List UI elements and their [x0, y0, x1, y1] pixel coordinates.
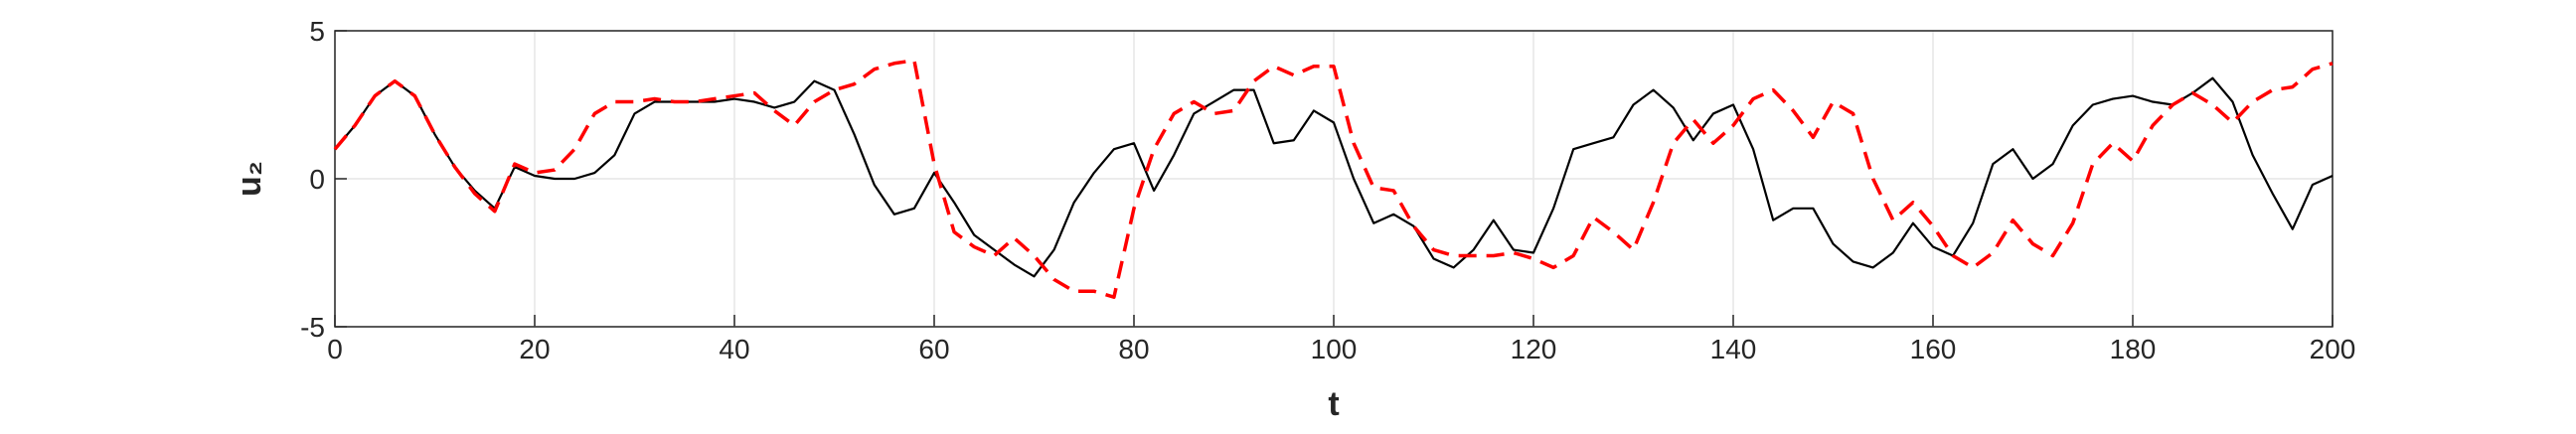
x-tick-label: 140	[1710, 334, 1757, 364]
x-tick-label: 60	[918, 334, 949, 364]
x-tick-label: 100	[1311, 334, 1358, 364]
y-tick-label: -5	[300, 312, 325, 343]
x-axis-label: t	[1328, 385, 1339, 423]
x-tick-label: 180	[2110, 334, 2157, 364]
x-tick-label: 40	[719, 334, 749, 364]
line-series	[333, 59, 2334, 299]
y-axis-label: u₂	[231, 161, 268, 197]
x-tick-label: 20	[519, 334, 550, 364]
y-tick-label: 5	[309, 16, 325, 47]
x-tick-label: 160	[1910, 334, 1957, 364]
x-tick-label: 120	[1511, 334, 1557, 364]
x-tick-label: 200	[2310, 334, 2356, 364]
line-series	[334, 76, 2334, 278]
plot-frame	[334, 30, 2334, 328]
x-tick-label: 80	[1118, 334, 1149, 364]
x-tick-label: 0	[327, 334, 343, 364]
y-tick-label: 0	[309, 164, 325, 195]
